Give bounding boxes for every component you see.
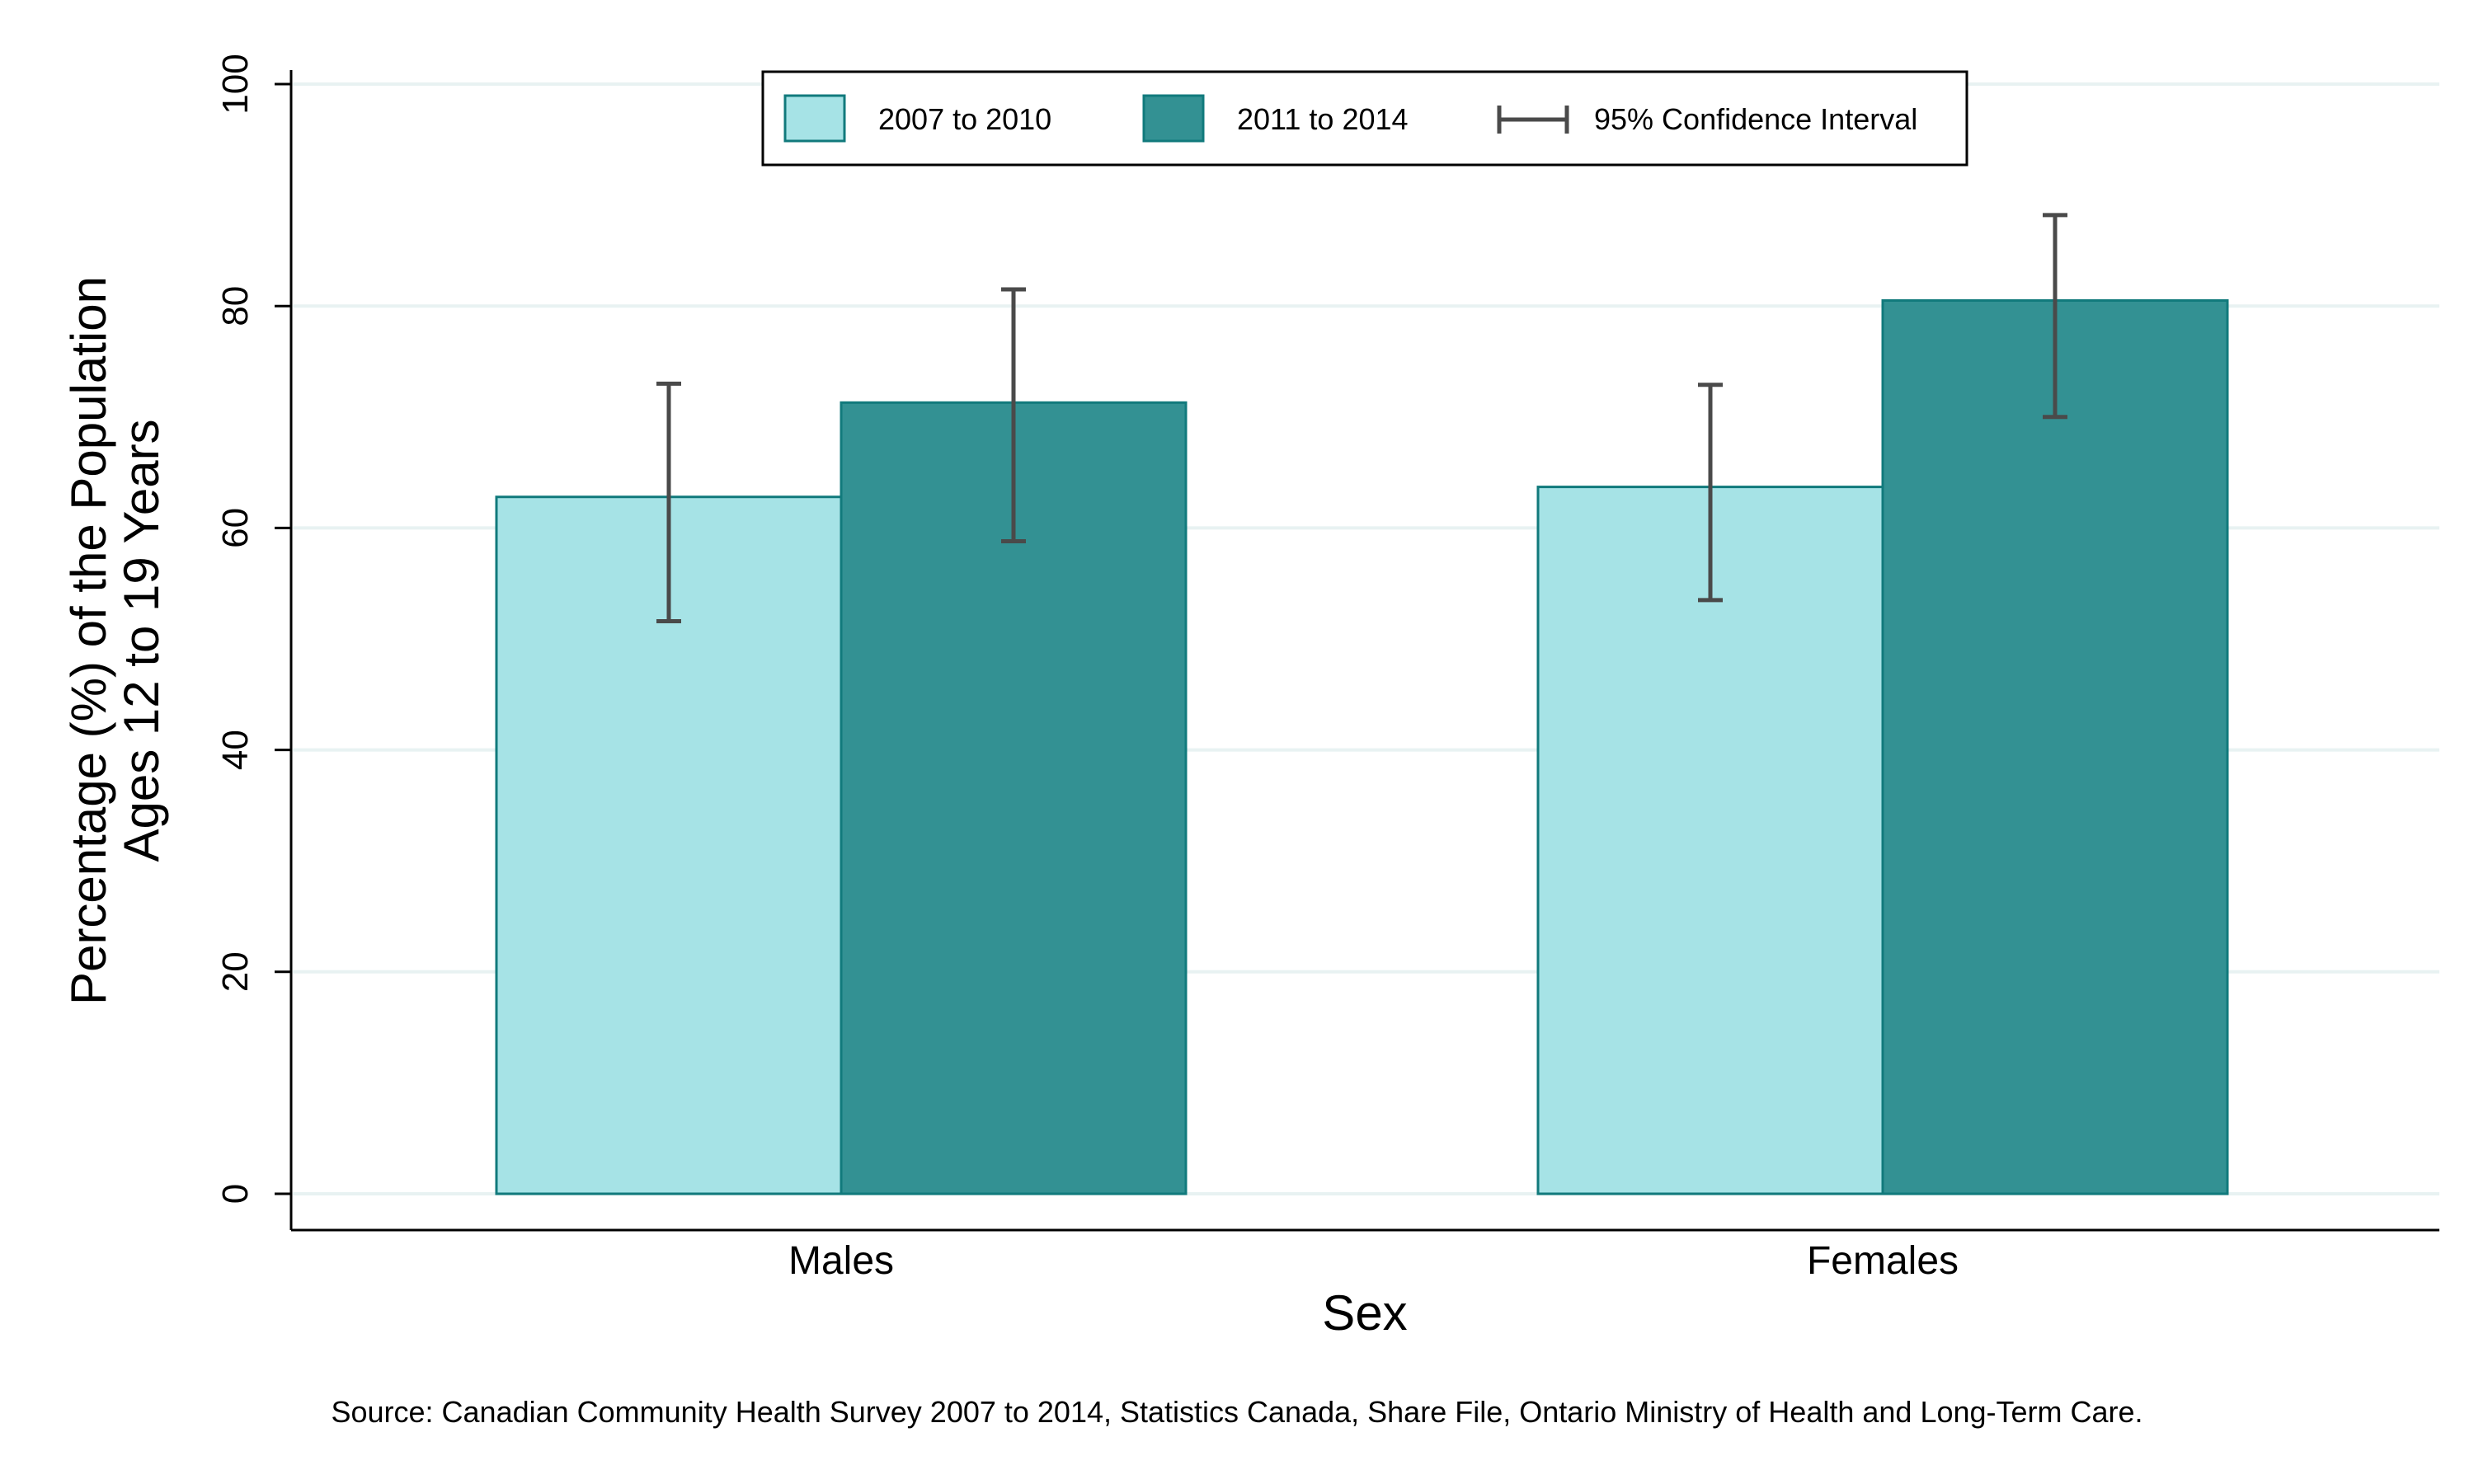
error-bars xyxy=(656,213,2067,623)
legend-ci-icon xyxy=(1497,106,1569,134)
legend: 2007 to 2010 2011 to 2014 95% Confidence… xyxy=(761,70,1968,167)
bars xyxy=(495,298,2229,1195)
source-note: Source: Canadian Community Health Survey… xyxy=(331,1395,2142,1429)
legend-label-series-1: 2007 to 2010 xyxy=(878,102,1051,136)
legend-label-ci: 95% Confidence Interval xyxy=(1594,102,1917,136)
x-axis-title: Sex xyxy=(1322,1285,1407,1341)
legend-swatch-series-1 xyxy=(783,94,846,143)
y-tick-label-40: 40 xyxy=(215,730,256,770)
y-tick-label-80: 80 xyxy=(215,286,256,326)
legend-label-series-2: 2011 to 2014 xyxy=(1237,102,1409,136)
y-tick-label-100: 100 xyxy=(215,54,256,114)
y-tick-label-0: 0 xyxy=(215,1184,256,1204)
y-axis-title-line1: Percentage (%) of the Population xyxy=(61,276,116,1005)
x-tick-labels: Males Females xyxy=(788,1239,1959,1283)
legend-swatch-series-2 xyxy=(1142,94,1205,143)
x-tick-label-females: Females xyxy=(1807,1239,1959,1283)
y-ticks: 0 20 40 60 80 100 xyxy=(215,54,291,1204)
axes xyxy=(289,70,2439,1232)
y-axis-title-line2: Ages 12 to 19 Years xyxy=(114,419,169,862)
y-tick-label-60: 60 xyxy=(215,508,256,548)
legend-box xyxy=(761,70,1968,167)
x-tick-label-males: Males xyxy=(788,1239,894,1283)
bar-females-series-2 xyxy=(1881,298,2229,1195)
y-tick-label-20: 20 xyxy=(215,951,256,992)
